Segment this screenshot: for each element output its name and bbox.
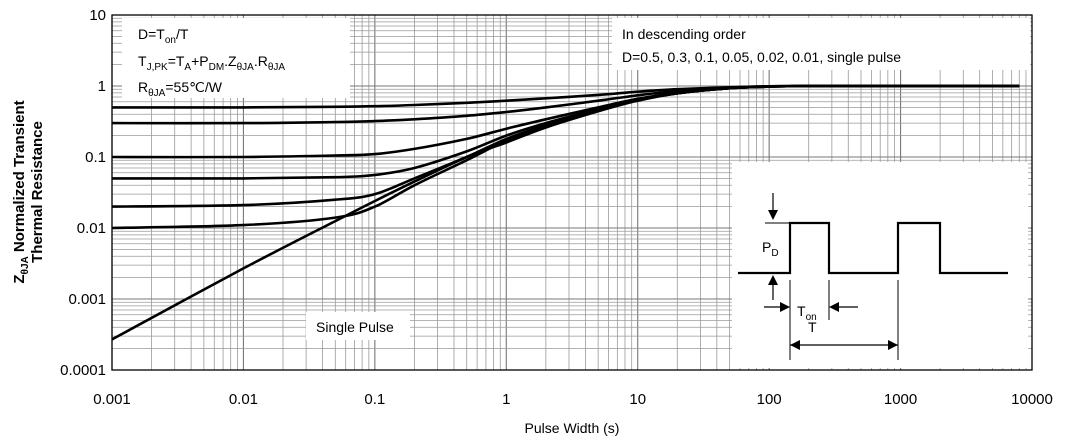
x-axis-label: Pulse Width (s) bbox=[525, 420, 620, 436]
x-tick-label: 100 bbox=[757, 391, 782, 408]
info-line-rthja: RθJA=55℃/W bbox=[138, 79, 223, 99]
x-tick-labels: 0.001 0.01 0.1 1 10 100 1000 10000 bbox=[93, 391, 1053, 408]
plot-frame bbox=[111, 14, 1033, 371]
order-legend-box: In descending order D=0.5, 0.3, 0.1, 0.0… bbox=[612, 18, 1030, 70]
x-tick-label: 10 bbox=[629, 391, 646, 408]
y-axis-label-line2: Thermal Resistance bbox=[29, 121, 46, 263]
info-box-bg bbox=[122, 18, 350, 98]
pulse-waveform bbox=[738, 221, 1008, 275]
x-tick-label: 0.001 bbox=[93, 391, 131, 408]
x-tick-label: 0.01 bbox=[229, 391, 258, 408]
y-tick-label: 10 bbox=[89, 7, 106, 24]
t-label: T bbox=[808, 319, 817, 335]
inset-bg bbox=[732, 162, 1028, 368]
pd-label: PD bbox=[762, 239, 779, 259]
single-pulse-text: Single Pulse bbox=[316, 319, 394, 335]
pd-arrowhead-top bbox=[768, 210, 778, 220]
order-line2: D=0.5, 0.3, 0.1, 0.05, 0.02, 0.01, singl… bbox=[622, 49, 901, 65]
ton-arrowhead-left bbox=[780, 302, 790, 312]
t-arrowhead-left bbox=[790, 340, 800, 350]
ton-arrowhead-right bbox=[829, 302, 839, 312]
y-tick-label: 0.001 bbox=[68, 291, 106, 308]
info-box: D=Ton/T TJ,PK=TA+PDM.ZθJA.RθJA RθJA=55℃/… bbox=[122, 18, 350, 99]
series-curve-7 bbox=[111, 84, 1020, 341]
y-tick-label: 0.1 bbox=[85, 149, 106, 166]
y-axis-label-line1: ZθJA Normalized Transient bbox=[11, 100, 31, 283]
y-tick-labels: 0.0001 0.001 0.01 0.1 1 10 bbox=[60, 7, 106, 379]
pd-arrowhead-bottom bbox=[768, 275, 778, 285]
y-tick-label: 0.0001 bbox=[60, 362, 106, 379]
info-line-tj-formula: TJ,PK=TA+PDM.ZθJA.RθJA bbox=[138, 53, 285, 73]
pulse-inset-diagram: PD Ton T bbox=[732, 162, 1028, 368]
ton-label: Ton bbox=[797, 303, 817, 323]
order-line1: In descending order bbox=[622, 26, 746, 42]
x-tick-label: 1 bbox=[502, 391, 510, 408]
x-tick-label: 10000 bbox=[1011, 391, 1053, 408]
t-arrowhead-right bbox=[888, 340, 898, 350]
series-curves bbox=[111, 84, 1020, 341]
y-tick-label: 0.01 bbox=[77, 220, 106, 237]
order-box-bg bbox=[612, 18, 1030, 70]
y-tick-label: 1 bbox=[98, 78, 106, 95]
single-pulse-bg bbox=[306, 312, 410, 340]
x-tick-label: 0.1 bbox=[364, 391, 385, 408]
x-tick-label: 1000 bbox=[884, 391, 917, 408]
single-pulse-label: Single Pulse bbox=[306, 312, 410, 340]
info-line-duty: D=Ton/T bbox=[138, 26, 189, 46]
y-axis-label: ZθJA Normalized Transient Thermal Resist… bbox=[11, 100, 46, 283]
